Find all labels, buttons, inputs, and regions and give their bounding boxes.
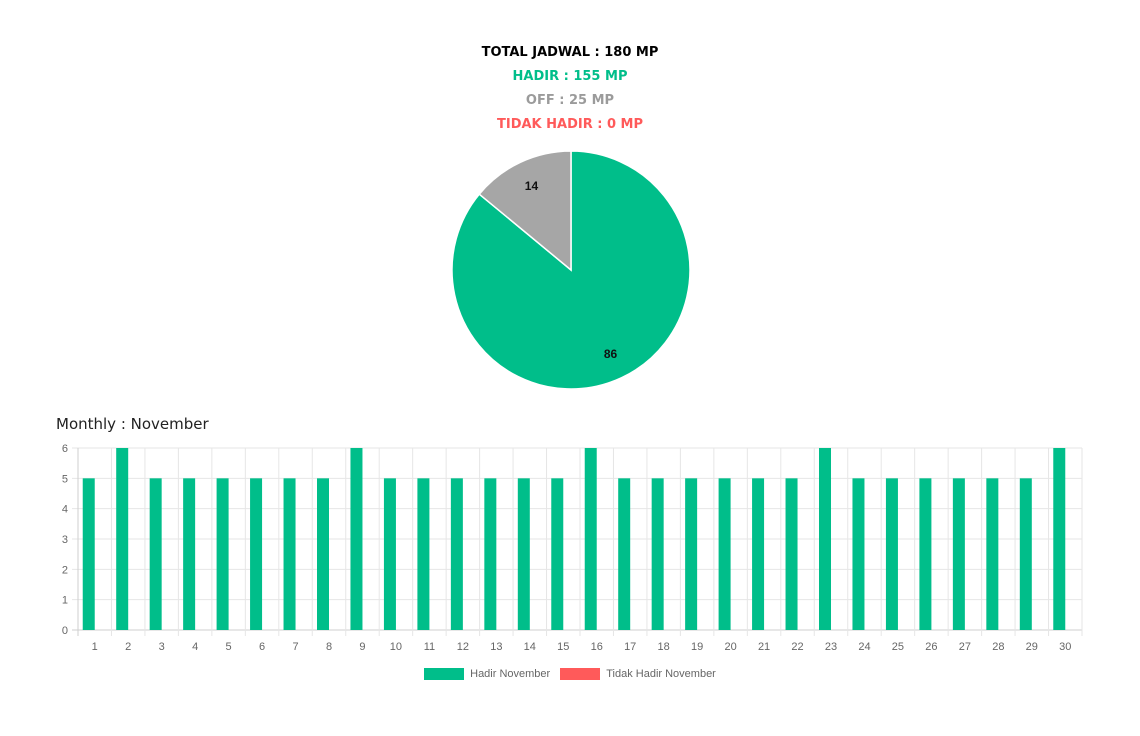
bar-hadir-6[interactable]: [250, 478, 263, 630]
x-tick-label: 28: [992, 641, 1004, 653]
bar-hadir-9[interactable]: [350, 448, 363, 630]
x-tick-label: 11: [424, 641, 435, 653]
y-tick-label: 0: [62, 625, 68, 637]
x-tick-label: 13: [490, 641, 502, 653]
x-tick-label: 30: [1059, 641, 1071, 653]
x-tick-label: 26: [925, 641, 937, 653]
x-tick-label: 8: [326, 641, 332, 653]
bar-hadir-19[interactable]: [685, 478, 698, 630]
bar-hadir-26[interactable]: [919, 478, 932, 630]
bar-hadir-8[interactable]: [317, 478, 329, 630]
x-tick-label: 12: [457, 641, 469, 653]
bar-hadir-14[interactable]: [517, 478, 530, 630]
bar-hadir-12[interactable]: [450, 478, 463, 630]
y-tick-label: 3: [62, 534, 68, 546]
y-tick-label: 2: [62, 564, 68, 576]
bar-hadir-17[interactable]: [618, 478, 631, 630]
bar-hadir-25[interactable]: [885, 478, 898, 630]
bar-hadir-28[interactable]: [986, 478, 999, 630]
bar-hadir-2[interactable]: [116, 448, 129, 630]
x-tick-label: 4: [192, 641, 198, 653]
pie-chart: 86 14: [451, 150, 691, 390]
bar-hadir-22[interactable]: [785, 478, 798, 630]
bar-hadir-10[interactable]: [383, 478, 396, 630]
pie-slice-label-1: 14: [525, 179, 539, 193]
x-tick-label: 24: [858, 641, 870, 653]
x-tick-label: 10: [390, 641, 402, 653]
tidak-hadir-label: TIDAK HADIR : 0 MP: [496, 117, 644, 132]
bar-hadir-13[interactable]: [484, 478, 497, 630]
x-tick-label: 20: [724, 641, 736, 653]
x-tick-label: 25: [892, 641, 904, 653]
bar-hadir-24[interactable]: [852, 478, 865, 630]
monthly-title: Monthly : November: [56, 415, 209, 433]
bar-hadir-29[interactable]: [1019, 478, 1032, 630]
legend-item-hadir[interactable]: Hadir November: [424, 668, 550, 680]
legend-swatch-tidak-hadir: [560, 668, 601, 680]
bar-hadir-1[interactable]: [82, 478, 95, 630]
bar-hadir-18[interactable]: [651, 478, 664, 630]
x-tick-label: 22: [791, 641, 803, 653]
y-tick-label: 4: [62, 504, 68, 516]
x-tick-label: 2: [125, 641, 131, 653]
x-tick-label: 21: [758, 641, 770, 653]
bar-hadir-16[interactable]: [584, 448, 597, 630]
bar-hadir-15[interactable]: [551, 478, 564, 630]
bar-hadir-3[interactable]: [149, 478, 162, 630]
x-tick-label: 3: [159, 641, 165, 653]
x-tick-label: 17: [624, 641, 636, 653]
bar-hadir-4[interactable]: [183, 478, 196, 630]
pie-slice-1[interactable]: [478, 150, 572, 272]
bar-hadir-21[interactable]: [752, 478, 765, 630]
bar-hadir-20[interactable]: [718, 478, 731, 630]
y-tick-label: 5: [62, 473, 68, 485]
legend-label-hadir: Hadir November: [470, 668, 551, 680]
x-tick-label: 19: [691, 641, 703, 653]
off-label: OFF : 25 MP: [525, 93, 615, 108]
legend-label-tidak-hadir: Tidak Hadir November: [606, 668, 716, 680]
bar-hadir-30[interactable]: [1053, 448, 1066, 630]
pie-slice-label-0: 86: [604, 347, 618, 361]
total-jadwal-label: TOTAL JADWAL : 180 MP: [481, 45, 659, 60]
bar-hadir-11[interactable]: [417, 478, 430, 630]
x-tick-label: 27: [959, 641, 971, 653]
legend-item-tidak-hadir[interactable]: Tidak Hadir November: [560, 668, 716, 680]
bar-hadir-23[interactable]: [819, 448, 831, 630]
x-tick-label: 16: [591, 641, 603, 653]
hadir-label: HADIR : 155 MP: [512, 69, 628, 84]
bar-hadir-27[interactable]: [952, 478, 965, 630]
x-tick-label: 1: [92, 641, 98, 653]
x-tick-label: 29: [1026, 641, 1038, 653]
x-tick-label: 9: [359, 641, 365, 653]
x-tick-label: 6: [259, 641, 265, 653]
y-tick-label: 1: [62, 595, 68, 607]
y-tick-label: 6: [62, 443, 68, 455]
x-tick-label: 5: [226, 641, 232, 653]
x-tick-label: 7: [292, 641, 298, 653]
x-tick-label: 18: [658, 641, 670, 653]
x-tick-label: 23: [825, 641, 837, 653]
bar-hadir-7[interactable]: [283, 478, 296, 630]
bar-hadir-5[interactable]: [216, 478, 229, 630]
x-tick-label: 15: [557, 641, 569, 653]
x-tick-label: 14: [524, 641, 536, 653]
chart-legend: Hadir November Tidak Hadir November: [0, 668, 1140, 680]
legend-swatch-hadir: [424, 668, 465, 680]
